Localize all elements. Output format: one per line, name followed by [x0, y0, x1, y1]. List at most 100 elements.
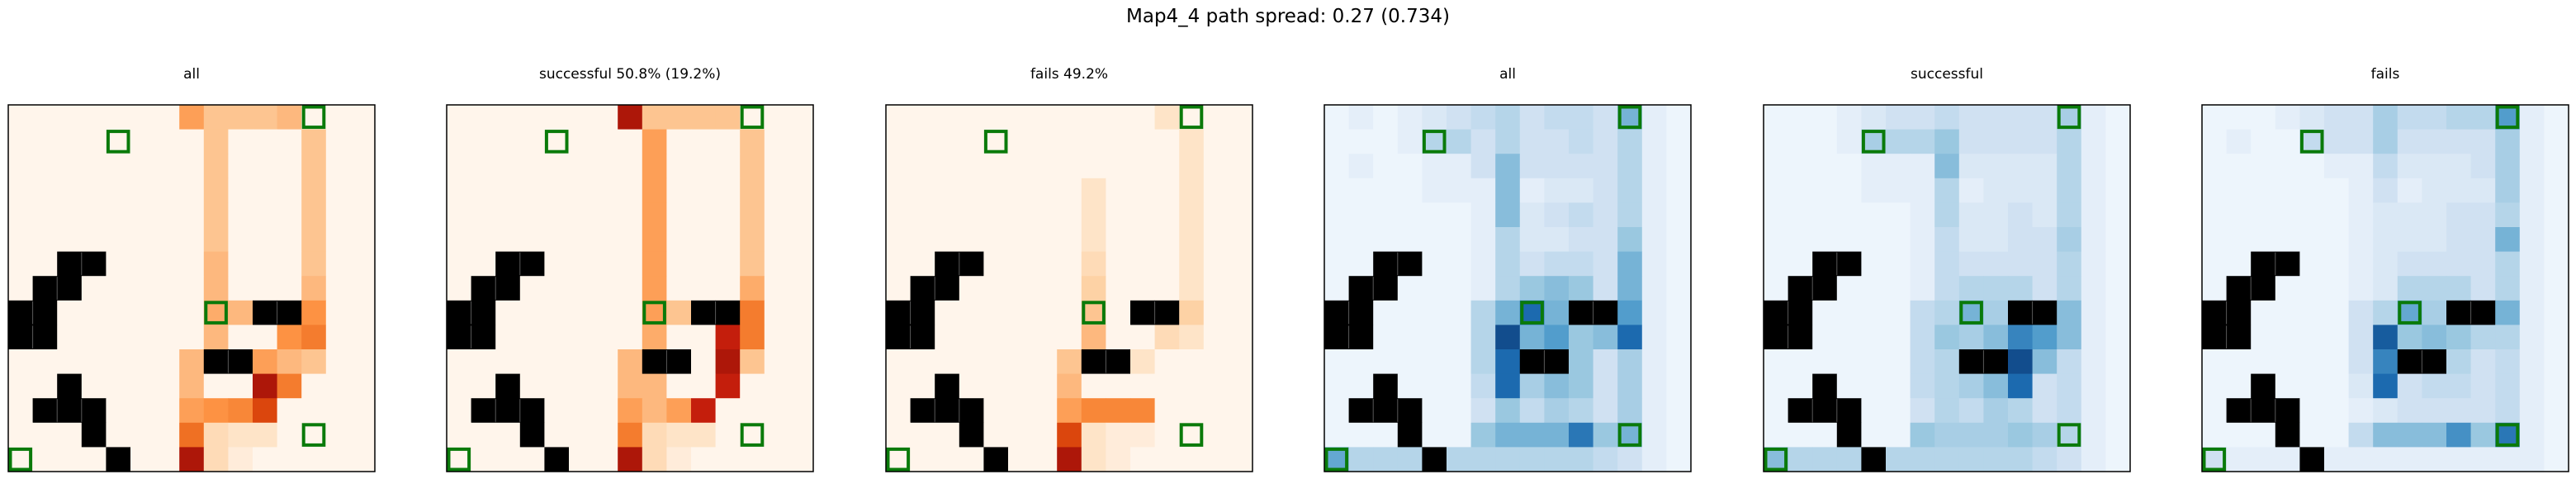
heat-cell	[2422, 202, 2447, 228]
obstacle-cell	[910, 300, 935, 325]
heat-cell	[2299, 202, 2325, 228]
heat-cell	[1934, 398, 1960, 424]
heat-cell	[1179, 154, 1205, 179]
heat-cell	[1764, 227, 1788, 252]
heat-cell	[471, 422, 496, 448]
heat-cell	[1886, 349, 1911, 374]
heat-cell	[569, 251, 594, 277]
heat-cell	[1812, 202, 1838, 228]
heat-cell	[959, 202, 984, 228]
heat-cell	[2495, 325, 2521, 350]
heat-cell	[203, 178, 229, 203]
heat-cell	[1788, 129, 1813, 154]
heat-cell	[350, 398, 376, 424]
heat-cell	[1106, 251, 1131, 277]
heat-cell	[1958, 178, 1984, 203]
heat-cell	[2373, 129, 2398, 154]
panel-title-3: fails 49.2%	[1030, 66, 1109, 83]
heat-cell	[618, 276, 643, 301]
heat-cell	[106, 349, 131, 374]
heat-cell	[350, 105, 376, 130]
heat-cell	[179, 178, 205, 203]
heat-cell	[2105, 105, 2131, 130]
heat-cell	[2057, 349, 2082, 374]
heat-cell	[886, 251, 911, 277]
heat-cell	[32, 373, 58, 399]
heat-cell	[179, 300, 205, 325]
heat-cell	[2032, 178, 2057, 203]
obstacle-cell	[2251, 373, 2276, 399]
heat-cell	[8, 154, 33, 179]
heat-cell	[1154, 251, 1180, 277]
heat-cell	[1130, 373, 1155, 399]
heat-cell	[1324, 178, 1349, 203]
obstacle-cell	[666, 349, 692, 374]
heat-cell	[2299, 251, 2325, 277]
heat-cell	[764, 300, 789, 325]
heat-cell	[1666, 227, 1692, 252]
heat-cell	[2032, 325, 2057, 350]
heat-cell	[1447, 105, 1471, 130]
heat-cell	[2348, 373, 2374, 399]
heat-cell	[277, 227, 302, 252]
heat-cell	[1861, 251, 1887, 277]
obstacle-cell	[2470, 300, 2496, 325]
heat-cell	[666, 202, 692, 228]
heat-cell	[1641, 300, 1667, 325]
heat-cell	[740, 422, 765, 448]
heat-cell	[2081, 105, 2106, 130]
heat-cell	[253, 202, 277, 228]
heat-cell	[2032, 105, 2057, 130]
heat-cell	[1617, 251, 1643, 277]
heat-cell	[2057, 251, 2082, 277]
heat-cell	[2373, 178, 2398, 203]
obstacle-cell	[447, 325, 471, 350]
heat-cell	[1495, 251, 1521, 277]
heat-cell	[1934, 202, 1960, 228]
heat-cell	[8, 398, 33, 424]
heat-cell	[228, 422, 253, 448]
heat-cell	[2202, 178, 2227, 203]
heatmap-panel-6	[2201, 104, 2569, 472]
heat-cell	[666, 129, 692, 154]
heat-cell	[1422, 178, 1447, 203]
heat-cell	[2081, 129, 2106, 154]
heat-cell	[203, 373, 229, 399]
obstacle-cell	[32, 398, 58, 424]
heat-cell	[1788, 349, 1813, 374]
heat-cell	[593, 178, 618, 203]
heat-cell	[179, 447, 205, 472]
heat-cell	[2057, 373, 2082, 399]
heat-cell	[593, 251, 618, 277]
heat-cell	[1983, 105, 2009, 130]
heat-cell	[228, 276, 253, 301]
heat-cell	[1910, 154, 1935, 179]
heat-cell	[1641, 349, 1667, 374]
heat-cell	[8, 373, 33, 399]
heat-cell	[910, 178, 935, 203]
heat-cell	[1812, 447, 1838, 472]
heat-cell	[959, 373, 984, 399]
heat-cell	[2495, 373, 2521, 399]
heat-cell	[1203, 276, 1229, 301]
heat-cell	[203, 325, 229, 350]
heat-cell	[691, 202, 716, 228]
heat-cell	[471, 178, 496, 203]
heat-cell	[1495, 227, 1521, 252]
heat-cell	[350, 325, 376, 350]
heat-cell	[1106, 300, 1131, 325]
obstacle-cell	[1764, 300, 1788, 325]
heat-cell	[301, 129, 327, 154]
heat-cell	[569, 422, 594, 448]
heat-cell	[1106, 105, 1131, 130]
heat-cell	[1179, 349, 1205, 374]
heat-cell	[1130, 202, 1155, 228]
heat-cell	[2544, 202, 2569, 228]
heat-cell	[569, 349, 594, 374]
heat-cell	[1983, 325, 2009, 350]
heat-cell	[959, 129, 984, 154]
heat-cell	[130, 300, 155, 325]
heat-cell	[2422, 227, 2447, 252]
heat-cell	[886, 276, 911, 301]
